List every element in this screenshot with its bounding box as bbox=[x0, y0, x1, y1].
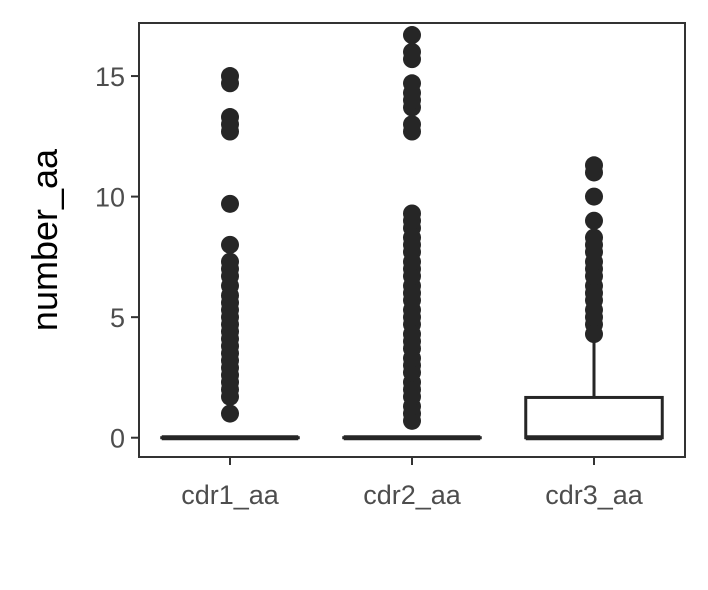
outlier-point bbox=[403, 26, 421, 45]
box-iqr bbox=[524, 395, 664, 440]
x-tick-label: cdr2_aa bbox=[363, 480, 462, 510]
outlier-point bbox=[403, 74, 421, 93]
y-axis-title: number_aa bbox=[24, 148, 65, 331]
outlier-point bbox=[221, 108, 239, 127]
outlier-point bbox=[221, 235, 239, 254]
y-tick-label: 10 bbox=[95, 183, 125, 213]
y-tick-label: 0 bbox=[110, 424, 125, 454]
boxes-layer bbox=[160, 26, 664, 441]
outlier-point bbox=[585, 228, 603, 247]
outlier-point bbox=[585, 187, 603, 206]
outlier-point bbox=[403, 204, 421, 223]
outlier-point bbox=[221, 67, 239, 86]
x-tick-label: cdr1_aa bbox=[181, 480, 280, 510]
outlier-point bbox=[221, 252, 239, 271]
y-tick-label: 15 bbox=[95, 62, 125, 92]
box-cdr2_aa bbox=[342, 26, 482, 441]
y-tick-label: 5 bbox=[110, 303, 125, 333]
y-axis: 0 5 10 15 bbox=[95, 62, 139, 454]
outlier-point bbox=[221, 404, 239, 423]
x-axis: cdr1_aa cdr2_aa cdr3_aa bbox=[181, 457, 644, 510]
x-tick-label: cdr3_aa bbox=[545, 480, 644, 510]
outlier-point bbox=[585, 156, 603, 175]
outlier-point bbox=[221, 194, 239, 213]
outlier-point bbox=[403, 115, 421, 134]
box-cdr1_aa bbox=[160, 67, 300, 441]
outlier-point bbox=[403, 42, 421, 61]
box-cdr3_aa bbox=[524, 156, 664, 441]
outlier-point bbox=[585, 211, 603, 230]
